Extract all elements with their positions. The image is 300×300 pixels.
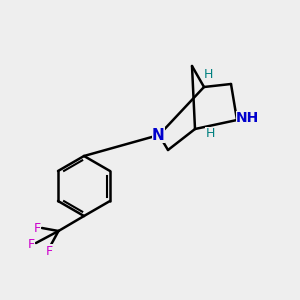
Text: H: H	[205, 127, 215, 140]
Text: NH: NH	[236, 112, 259, 125]
Text: H: H	[204, 68, 213, 82]
Text: N: N	[152, 128, 165, 142]
Text: F: F	[34, 221, 41, 235]
Text: F: F	[46, 244, 53, 258]
Text: F: F	[28, 238, 35, 251]
